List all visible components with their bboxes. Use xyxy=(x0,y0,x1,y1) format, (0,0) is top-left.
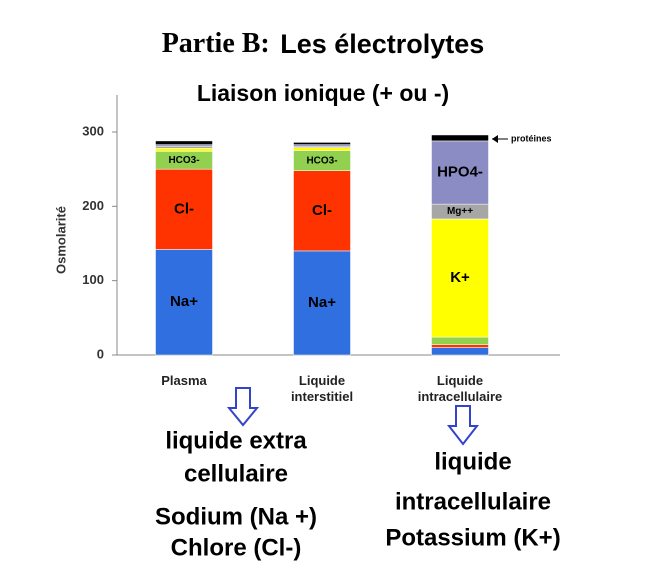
y-tick-label: 100 xyxy=(82,272,104,287)
bar-segment xyxy=(431,347,489,356)
bar-segment xyxy=(431,344,489,348)
bar-segment xyxy=(431,140,489,205)
segment-label: K+ xyxy=(450,269,470,286)
bar-segment xyxy=(293,147,351,151)
x-tick-label: Plasma xyxy=(161,373,207,388)
y-tick-label: 300 xyxy=(82,123,104,138)
segment-label: Cl- xyxy=(174,200,194,217)
bar-segment xyxy=(293,170,351,252)
bar-segment xyxy=(431,134,489,142)
segment-label: protéines xyxy=(511,133,552,143)
note: Potassium (K+) xyxy=(385,524,560,551)
note: Chlore (Cl-) xyxy=(171,534,302,561)
subtitle: Liaison ionique (+ ou -) xyxy=(197,80,449,106)
bar-segment xyxy=(155,148,213,152)
note: liquide extra xyxy=(165,427,307,454)
y-tick-label: 0 xyxy=(97,346,104,361)
x-tick-label: Liquide intracellulaire xyxy=(417,373,503,404)
segment-label: Na+ xyxy=(170,293,198,310)
segment-label: HCO3- xyxy=(306,155,337,166)
note: liquide xyxy=(434,448,511,475)
bar-segment xyxy=(155,145,213,149)
x-tick-label: Liquide interstitiel xyxy=(290,373,354,404)
bar-segment xyxy=(155,249,213,356)
segment-label: HPO4- xyxy=(437,163,483,180)
y-tick-label: 200 xyxy=(82,198,104,213)
y-axis-label: Osmolarité xyxy=(53,206,68,274)
note: intracellulaire xyxy=(395,488,551,515)
title-prefix: Partie B: xyxy=(162,28,270,59)
bar-segment xyxy=(155,168,213,250)
segment-label: Mg++ xyxy=(447,206,473,217)
bar-segment xyxy=(431,336,489,345)
segment-label: HCO3- xyxy=(168,155,199,166)
pointer-head xyxy=(492,135,498,143)
segment-label: Na+ xyxy=(308,294,336,311)
note: cellulaire xyxy=(184,460,288,487)
bar-segment xyxy=(293,250,351,356)
segment-label: Cl- xyxy=(312,202,332,219)
title-text: Les électrolytes xyxy=(280,29,484,59)
bar-segment xyxy=(155,140,213,145)
title: Partie B: Les électrolytes xyxy=(162,28,485,59)
note: Sodium (Na +) xyxy=(155,503,317,530)
arrow xyxy=(226,387,260,427)
arrow xyxy=(446,405,480,446)
bar-segment xyxy=(431,218,489,338)
bar-segment xyxy=(293,142,351,145)
